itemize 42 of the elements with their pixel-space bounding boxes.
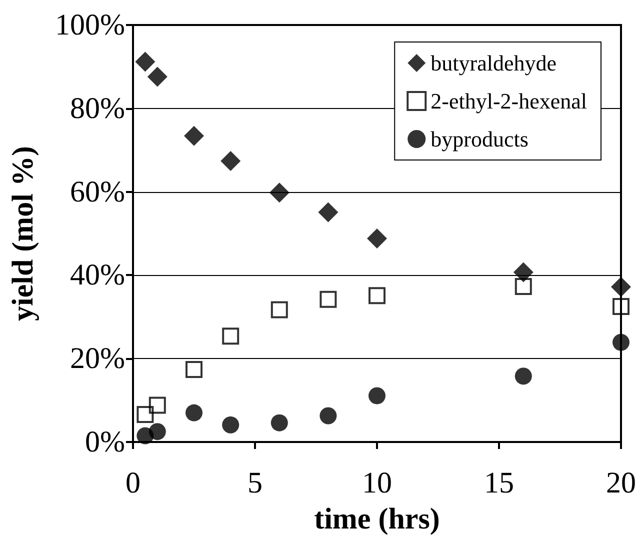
point xyxy=(318,202,338,222)
point xyxy=(147,66,168,87)
point xyxy=(513,262,534,282)
y-tick-label: 100% xyxy=(55,8,125,42)
legend-label: byproducts xyxy=(430,126,528,152)
y-tick-label: 80% xyxy=(70,92,125,125)
y-tick-label: 60% xyxy=(70,175,125,208)
y-tick-label: 20% xyxy=(70,342,125,376)
point xyxy=(136,406,154,423)
point xyxy=(514,368,532,385)
y-tick-label: 0% xyxy=(85,426,125,458)
x-tick-label: 0 xyxy=(126,466,140,500)
point xyxy=(320,407,337,424)
point xyxy=(184,126,204,146)
x-tick-label: 10 xyxy=(362,466,392,500)
point xyxy=(220,150,241,171)
x-tick-label: 5 xyxy=(248,466,262,500)
point xyxy=(222,328,240,345)
point xyxy=(186,404,202,422)
point xyxy=(269,182,290,203)
x-axis-title: time (hrs) xyxy=(314,502,440,536)
point xyxy=(270,414,288,432)
point xyxy=(514,278,532,295)
point xyxy=(148,396,166,414)
point xyxy=(186,360,202,378)
point xyxy=(367,228,387,249)
point xyxy=(222,416,240,434)
point xyxy=(611,276,631,297)
x-tick-label: 20 xyxy=(606,466,636,500)
point xyxy=(270,301,288,318)
legend-label: 2-ethyl-2-hexenal xyxy=(430,88,587,114)
y-tick-label: 40% xyxy=(70,258,125,292)
legend-label: butyraldehyde xyxy=(430,50,556,76)
point xyxy=(612,334,630,351)
point xyxy=(368,287,386,304)
point xyxy=(148,423,166,440)
y-axis-title: yield (mol %) xyxy=(6,146,40,321)
point xyxy=(612,298,630,315)
point xyxy=(320,290,337,308)
point xyxy=(135,52,156,72)
x-tick-label: 15 xyxy=(484,466,514,500)
point xyxy=(368,387,386,404)
